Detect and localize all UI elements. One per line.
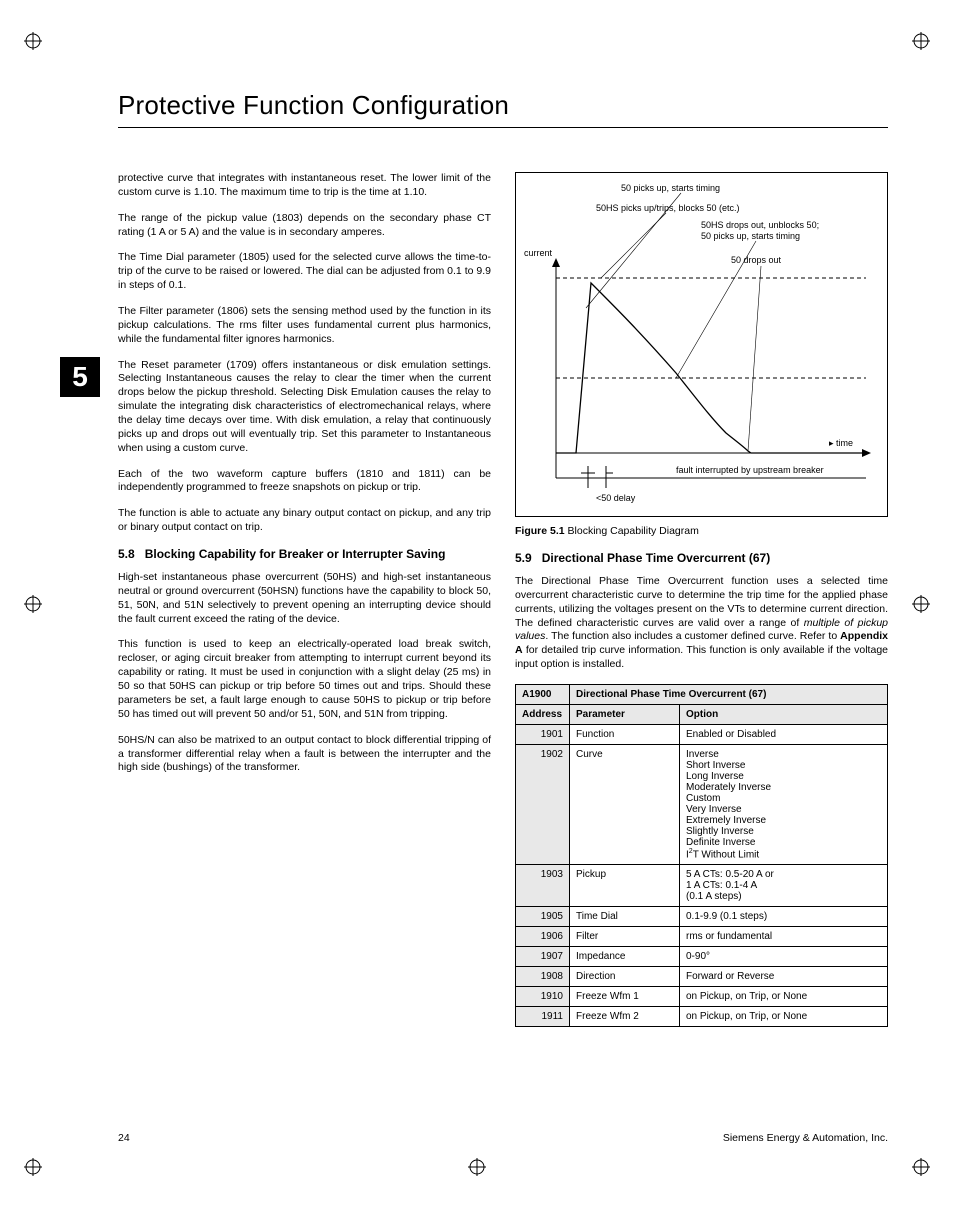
body-paragraph: High-set instantaneous phase overcurrent… — [118, 571, 491, 626]
heading-number: 5.8 — [118, 547, 135, 561]
page-number: 24 — [118, 1132, 130, 1144]
crop-mark-bl — [24, 1158, 42, 1176]
body-paragraph: protective curve that integrates with in… — [118, 172, 491, 200]
table-column-header-row: Address Parameter Option — [516, 705, 888, 725]
table-header-address: A1900 — [516, 685, 570, 705]
table-header-row: A1900 Directional Phase Time Overcurrent… — [516, 685, 888, 705]
figure-label: 50HS picks up/trips, blocks 50 (etc.) — [596, 203, 740, 213]
cell-parameter: Direction — [570, 967, 680, 987]
table-row: 1908DirectionForward or Reverse — [516, 967, 888, 987]
table-col-option: Option — [680, 705, 888, 725]
right-column: 50 picks up, starts timing 50HS picks up… — [515, 172, 888, 1027]
cell-address: 1905 — [516, 907, 570, 927]
crop-mark-bc — [468, 1158, 486, 1176]
table-row: 1903Pickup5 A CTs: 0.5-20 A or1 A CTs: 0… — [516, 865, 888, 907]
crop-mark-tl — [24, 32, 42, 50]
heading-text: Directional Phase Time Overcurrent (67) — [542, 551, 888, 565]
body-paragraph: This function is used to keep an electri… — [118, 638, 491, 721]
cell-parameter: Filter — [570, 927, 680, 947]
table-row: 1905Time Dial0.1-9.9 (0.1 steps) — [516, 907, 888, 927]
parameter-table-a1900: A1900 Directional Phase Time Overcurrent… — [515, 684, 888, 1027]
table-row: 1902CurveInverseShort InverseLong Invers… — [516, 745, 888, 865]
figure-label: 50 picks up, starts timing — [621, 183, 720, 193]
crop-mark-ml — [24, 595, 42, 613]
page-footer: 24 Siemens Energy & Automation, Inc. — [118, 1132, 888, 1144]
cell-option: 5 A CTs: 0.5-20 A or1 A CTs: 0.1-4 A(0.1… — [680, 865, 888, 907]
cell-parameter: Impedance — [570, 947, 680, 967]
body-paragraph: The function is able to actuate any bina… — [118, 507, 491, 535]
figure-number: Figure 5.1 — [515, 525, 565, 537]
crop-mark-mr — [912, 595, 930, 613]
figure-y-axis-label: current — [524, 248, 553, 258]
cell-address: 1907 — [516, 947, 570, 967]
cell-option: on Pickup, on Trip, or None — [680, 1007, 888, 1027]
cell-parameter: Function — [570, 725, 680, 745]
heading-number: 5.9 — [515, 551, 532, 565]
cell-option: InverseShort InverseLong InverseModerate… — [680, 745, 888, 865]
table-header-title: Directional Phase Time Overcurrent (67) — [570, 685, 888, 705]
cell-option: 0.1-9.9 (0.1 steps) — [680, 907, 888, 927]
section-heading-5-9: 5.9 Directional Phase Time Overcurrent (… — [515, 551, 888, 565]
figure-x-axis-label: ▸ time — [829, 438, 853, 448]
cell-parameter: Pickup — [570, 865, 680, 907]
chapter-number-tab: 5 — [60, 357, 100, 397]
cell-address: 1901 — [516, 725, 570, 745]
cell-address: 1902 — [516, 745, 570, 865]
table-row: 1907Impedance0-90° — [516, 947, 888, 967]
cell-parameter: Freeze Wfm 2 — [570, 1007, 680, 1027]
figure-label: fault interrupted by upstream breaker — [676, 465, 824, 475]
cell-address: 1908 — [516, 967, 570, 987]
figure-caption: Figure 5.1 Blocking Capability Diagram — [515, 525, 888, 537]
figure-label: 50 drops out — [731, 255, 782, 265]
figure-5-1-diagram: 50 picks up, starts timing 50HS picks up… — [515, 172, 888, 517]
body-paragraph: 50HS/N can also be matrixed to an output… — [118, 734, 491, 776]
table-row: 1911Freeze Wfm 2on Pickup, on Trip, or N… — [516, 1007, 888, 1027]
body-paragraph: Each of the two waveform capture buffers… — [118, 468, 491, 496]
table-col-parameter: Parameter — [570, 705, 680, 725]
footer-company: Siemens Energy & Automation, Inc. — [723, 1132, 888, 1144]
crop-mark-tr — [912, 32, 930, 50]
cell-option: Enabled or Disabled — [680, 725, 888, 745]
cell-parameter: Time Dial — [570, 907, 680, 927]
body-paragraph: The Filter parameter (1806) sets the sen… — [118, 305, 491, 347]
heading-text: Blocking Capability for Breaker or Inter… — [145, 547, 491, 561]
cell-address: 1906 — [516, 927, 570, 947]
section-heading-5-8: 5.8 Blocking Capability for Breaker or I… — [118, 547, 491, 561]
figure-label: <50 delay — [596, 493, 636, 503]
cell-address: 1910 — [516, 987, 570, 1007]
cell-option: rms or fundamental — [680, 927, 888, 947]
table-row: 1906Filterrms or fundamental — [516, 927, 888, 947]
table-col-address: Address — [516, 705, 570, 725]
left-column: protective curve that integrates with in… — [118, 172, 491, 1027]
body-paragraph: The Time Dial parameter (1805) used for … — [118, 251, 491, 293]
page-content: Protective Function Configuration protec… — [118, 90, 888, 1027]
cell-address: 1903 — [516, 865, 570, 907]
cell-address: 1911 — [516, 1007, 570, 1027]
figure-label: 50HS drops out, unblocks 50;50 picks up,… — [701, 220, 819, 241]
cell-option: 0-90° — [680, 947, 888, 967]
table-row: 1910Freeze Wfm 1on Pickup, on Trip, or N… — [516, 987, 888, 1007]
cell-option: Forward or Reverse — [680, 967, 888, 987]
cell-parameter: Freeze Wfm 1 — [570, 987, 680, 1007]
body-paragraph: The Reset parameter (1709) offers instan… — [118, 359, 491, 456]
body-paragraph: The range of the pickup value (1803) dep… — [118, 212, 491, 240]
cell-option: on Pickup, on Trip, or None — [680, 987, 888, 1007]
crop-mark-br — [912, 1158, 930, 1176]
cell-parameter: Curve — [570, 745, 680, 865]
table-row: 1901FunctionEnabled or Disabled — [516, 725, 888, 745]
page-title: Protective Function Configuration — [118, 90, 888, 128]
figure-caption-text: Blocking Capability Diagram — [565, 525, 699, 537]
body-paragraph: The Directional Phase Time Overcurrent f… — [515, 575, 888, 672]
